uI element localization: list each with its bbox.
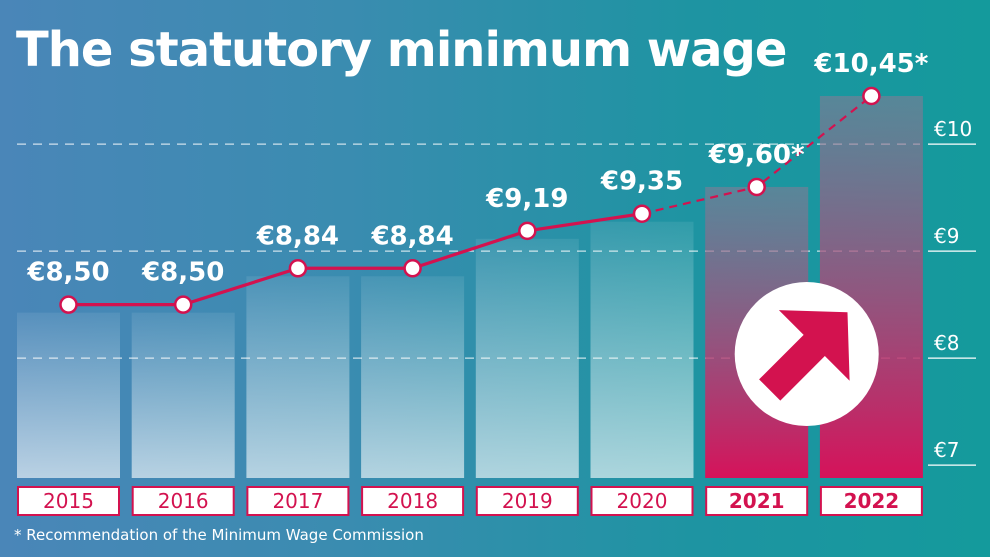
y-tick-label: €8: [934, 331, 959, 355]
bar: [246, 276, 350, 478]
data-point: [747, 177, 766, 197]
data-point: [403, 259, 422, 278]
x-category-box: [131, 486, 235, 516]
data-label: €8,50: [141, 258, 224, 288]
bar: [475, 238, 579, 478]
data-point: [173, 295, 193, 314]
bar: [17, 312, 120, 478]
data-point: [518, 221, 537, 241]
y-tick-label: €7: [934, 438, 959, 462]
x-category-box: [819, 486, 923, 516]
data-point: [862, 86, 881, 106]
data-point: [288, 259, 308, 278]
x-tick-label: 2019: [502, 489, 553, 513]
x-category-box: [17, 486, 120, 516]
x-tick-label: 2015: [43, 489, 94, 513]
data-label: €8,84: [370, 221, 453, 251]
bar: [361, 276, 465, 478]
x-category-box: [475, 486, 579, 516]
y-tick-label: €9: [934, 224, 959, 248]
bar: [819, 96, 923, 478]
data-label: €9,35: [600, 167, 683, 197]
x-category-box: [246, 486, 350, 516]
x-category-box: [705, 486, 809, 516]
data-label: €8,84: [256, 221, 339, 251]
x-tick-label: 2021: [729, 489, 785, 513]
x-tick-label: 2018: [387, 489, 438, 513]
arrow-up-right-icon: [759, 310, 850, 401]
bar: [131, 312, 235, 478]
bar: [590, 221, 694, 478]
data-label: €9,19: [485, 184, 568, 214]
x-tick-label: 2022: [844, 489, 900, 513]
line-series: [68, 212, 643, 307]
x-category-box: [590, 486, 694, 516]
x-tick-label: 2017: [272, 489, 323, 513]
data-label: €9,60*: [708, 140, 805, 170]
x-category-box: [361, 486, 465, 516]
chart-title: The statutory minimum wage: [16, 22, 787, 78]
footnote: * Recommendation of the Minimum Wage Com…: [14, 526, 424, 544]
data-label: €8,50: [26, 258, 109, 288]
data-point: [632, 204, 652, 223]
x-tick-label: 2016: [158, 489, 209, 513]
x-tick-label: 2020: [617, 489, 668, 513]
y-tick-label: €10: [934, 117, 972, 141]
data-point: [59, 295, 78, 314]
data-label: €10,45*: [813, 49, 928, 79]
